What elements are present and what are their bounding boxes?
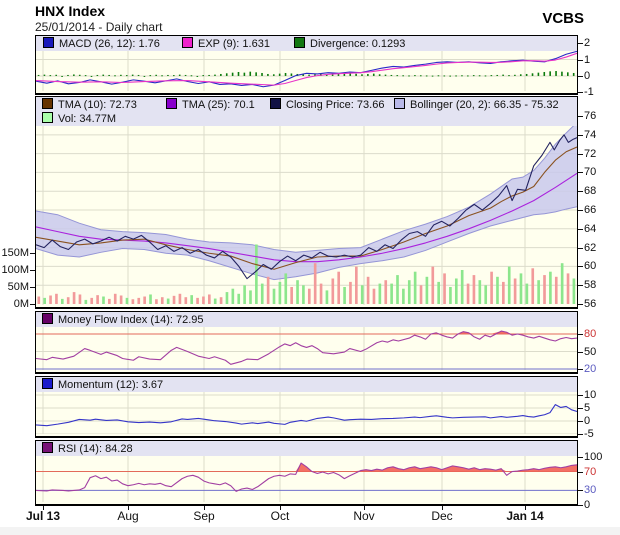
legend-item-exp: EXP (9): 1.631 <box>182 37 270 50</box>
legend-item-bollinger: Bollinger (20, 2): 66.35 - 75.32 <box>394 98 559 111</box>
legend-label: Momentum (12): 3.67 <box>58 379 163 391</box>
price-plot <box>36 126 577 305</box>
brand-logo: VCBS <box>542 10 584 27</box>
x-axis-label: Sep <box>193 509 214 523</box>
x-axis-label: Jul 13 <box>26 509 60 523</box>
x-axis-label: Oct <box>271 509 290 523</box>
mfi-color-swatch <box>42 313 53 324</box>
legend-item-closing-price: Closing Price: 73.66 <box>270 98 384 111</box>
momentum-legend: Momentum (12): 3.67 <box>36 377 577 392</box>
price-panel: TMA (10): 72.73 TMA (25): 70.1 Closing P… <box>35 96 578 309</box>
momentum-panel: Momentum (12): 3.67 <box>35 376 578 438</box>
momentum-chart <box>36 392 577 434</box>
macd-panel: MACD (26, 12): 1.76 EXP (9): 1.631 Diver… <box>35 35 578 95</box>
closing-price-color-swatch <box>270 98 281 109</box>
rsi-panel: RSI (14): 84.28 <box>35 440 578 506</box>
rsi-chart <box>36 456 577 502</box>
mfi-plot <box>36 327 577 370</box>
divergence-color-swatch <box>294 37 305 48</box>
page-title: HNX Index <box>35 3 105 19</box>
legend-label: TMA (25): 70.1 <box>182 99 255 111</box>
legend-item-macd: MACD (26, 12): 1.76 <box>43 37 160 50</box>
chart-subtitle: 25/01/2014 - Daily chart <box>35 20 162 34</box>
legend-label: Closing Price: 73.66 <box>286 99 384 111</box>
momentum-plot <box>36 392 577 434</box>
mfi-legend: Money Flow Index (14): 72.95 <box>36 312 577 327</box>
price-legend-row2: Vol: 34.77M <box>36 111 577 125</box>
legend-label: Divergence: 0.1293 <box>310 38 405 50</box>
x-axis-label: Dec <box>431 509 452 523</box>
momentum-color-swatch <box>42 378 53 389</box>
exp-color-swatch <box>182 37 193 48</box>
rsi-plot <box>36 456 577 502</box>
legend-item-tma10: TMA (10): 72.73 <box>42 98 137 111</box>
tma10-color-swatch <box>42 98 53 109</box>
volume-color-swatch <box>42 112 53 123</box>
chart-stage: HNX Index 25/01/2014 - Daily chart VCBS … <box>0 0 620 535</box>
macd-chart <box>36 51 577 91</box>
legend-label: TMA (10): 72.73 <box>58 99 137 111</box>
rsi-color-swatch <box>42 442 53 453</box>
legend-item-mfi: Money Flow Index (14): 72.95 <box>42 313 204 326</box>
legend-label: Vol: 34.77M <box>58 113 116 125</box>
rsi-legend: RSI (14): 84.28 <box>36 441 577 456</box>
legend-label: MACD (26, 12): 1.76 <box>59 38 160 50</box>
price-legend-row1: TMA (10): 72.73 TMA (25): 70.1 Closing P… <box>36 97 577 111</box>
money-flow-index-panel: Money Flow Index (14): 72.95 <box>35 311 578 374</box>
macd-plot <box>36 51 577 91</box>
tma25-color-swatch <box>166 98 177 109</box>
legend-label: Bollinger (20, 2): 66.35 - 75.32 <box>410 99 559 111</box>
x-axis-label: Aug <box>117 509 138 523</box>
price-chart <box>36 126 577 305</box>
price-legend: TMA (10): 72.73 TMA (25): 70.1 Closing P… <box>36 97 577 126</box>
legend-item-rsi: RSI (14): 84.28 <box>42 442 133 455</box>
x-axis-label: Nov <box>353 509 374 523</box>
legend-label: RSI (14): 84.28 <box>58 443 133 455</box>
x-axis-label: Jan 14 <box>506 509 543 523</box>
legend-item-momentum: Momentum (12): 3.67 <box>42 378 163 391</box>
legend-item-divergence: Divergence: 0.1293 <box>294 37 405 50</box>
legend-item-tma25: TMA (25): 70.1 <box>166 98 255 111</box>
legend-label: Money Flow Index (14): 72.95 <box>58 314 204 326</box>
mfi-chart <box>36 327 577 370</box>
legend-item-volume: Vol: 34.77M <box>42 112 116 125</box>
footer-strip <box>0 527 620 535</box>
bollinger-color-swatch <box>394 98 405 109</box>
macd-color-swatch <box>43 37 54 48</box>
legend-label: EXP (9): 1.631 <box>198 38 270 50</box>
macd-legend: MACD (26, 12): 1.76 EXP (9): 1.631 Diver… <box>36 36 577 51</box>
